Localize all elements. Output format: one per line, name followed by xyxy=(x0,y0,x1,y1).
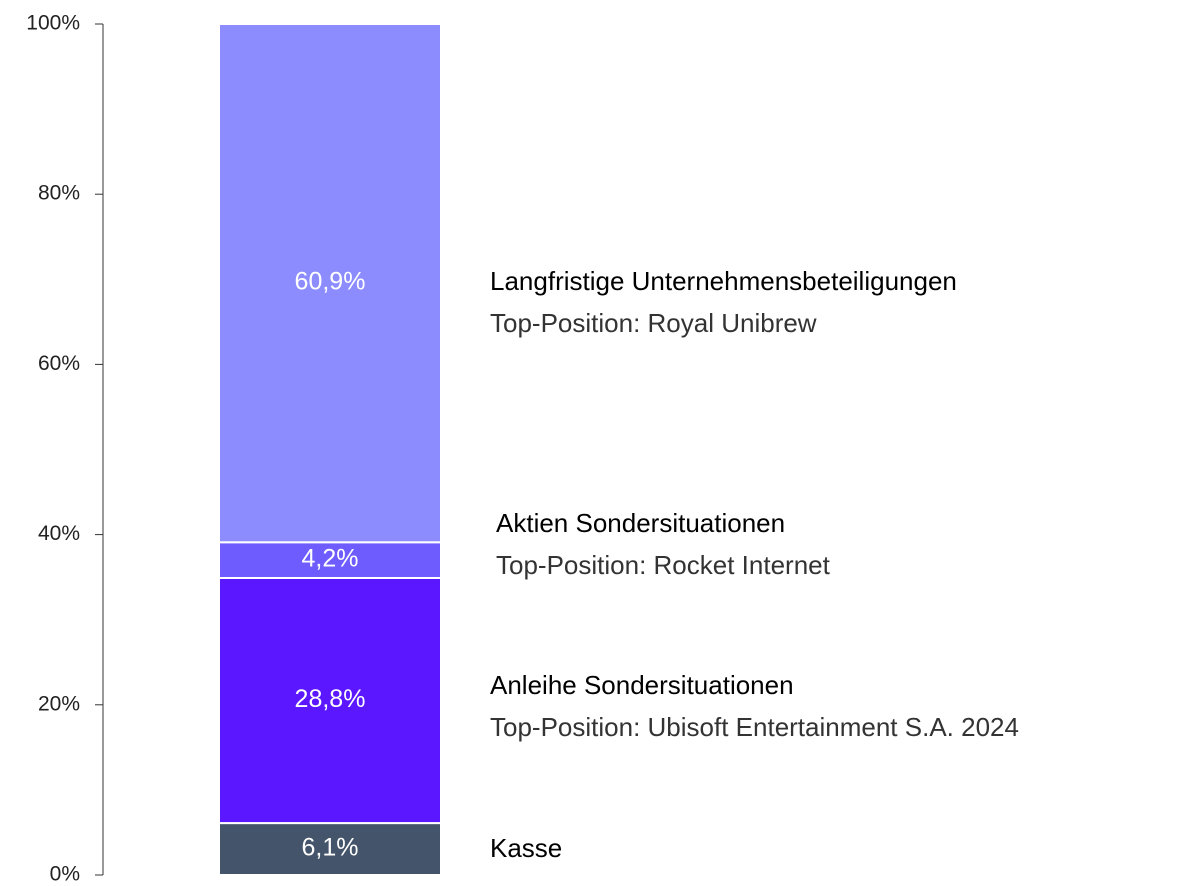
y-tick-label: 100% xyxy=(26,12,80,35)
series-name: Kasse xyxy=(490,833,562,863)
bar-segment xyxy=(218,23,442,544)
series-name: Langfristige Unternehmensbeteiligungen xyxy=(490,266,957,296)
series-name: Anleihe Sondersituationen xyxy=(490,670,794,700)
value-label: 60,9% xyxy=(295,268,366,296)
value-label: 6,1% xyxy=(302,834,359,862)
top-position: Top-Position: Rocket Internet xyxy=(496,550,831,580)
bar-segment xyxy=(218,541,442,580)
top-position: Top-Position: Ubisoft Entertainment S.A.… xyxy=(490,712,1019,742)
y-tick-label: 40% xyxy=(38,522,80,545)
bar-segment xyxy=(218,822,442,876)
value-label: 4,2% xyxy=(302,545,359,573)
y-tick-label: 60% xyxy=(38,352,80,375)
top-position: Top-Position: Royal Unibrew xyxy=(490,308,817,338)
y-tick-label: 0% xyxy=(50,863,80,886)
y-tick-label: 80% xyxy=(38,182,80,205)
y-tick-label: 20% xyxy=(38,692,80,715)
value-label: 28,8% xyxy=(295,685,366,713)
bar-segment xyxy=(218,577,442,825)
series-name: Aktien Sondersituationen xyxy=(496,508,785,538)
